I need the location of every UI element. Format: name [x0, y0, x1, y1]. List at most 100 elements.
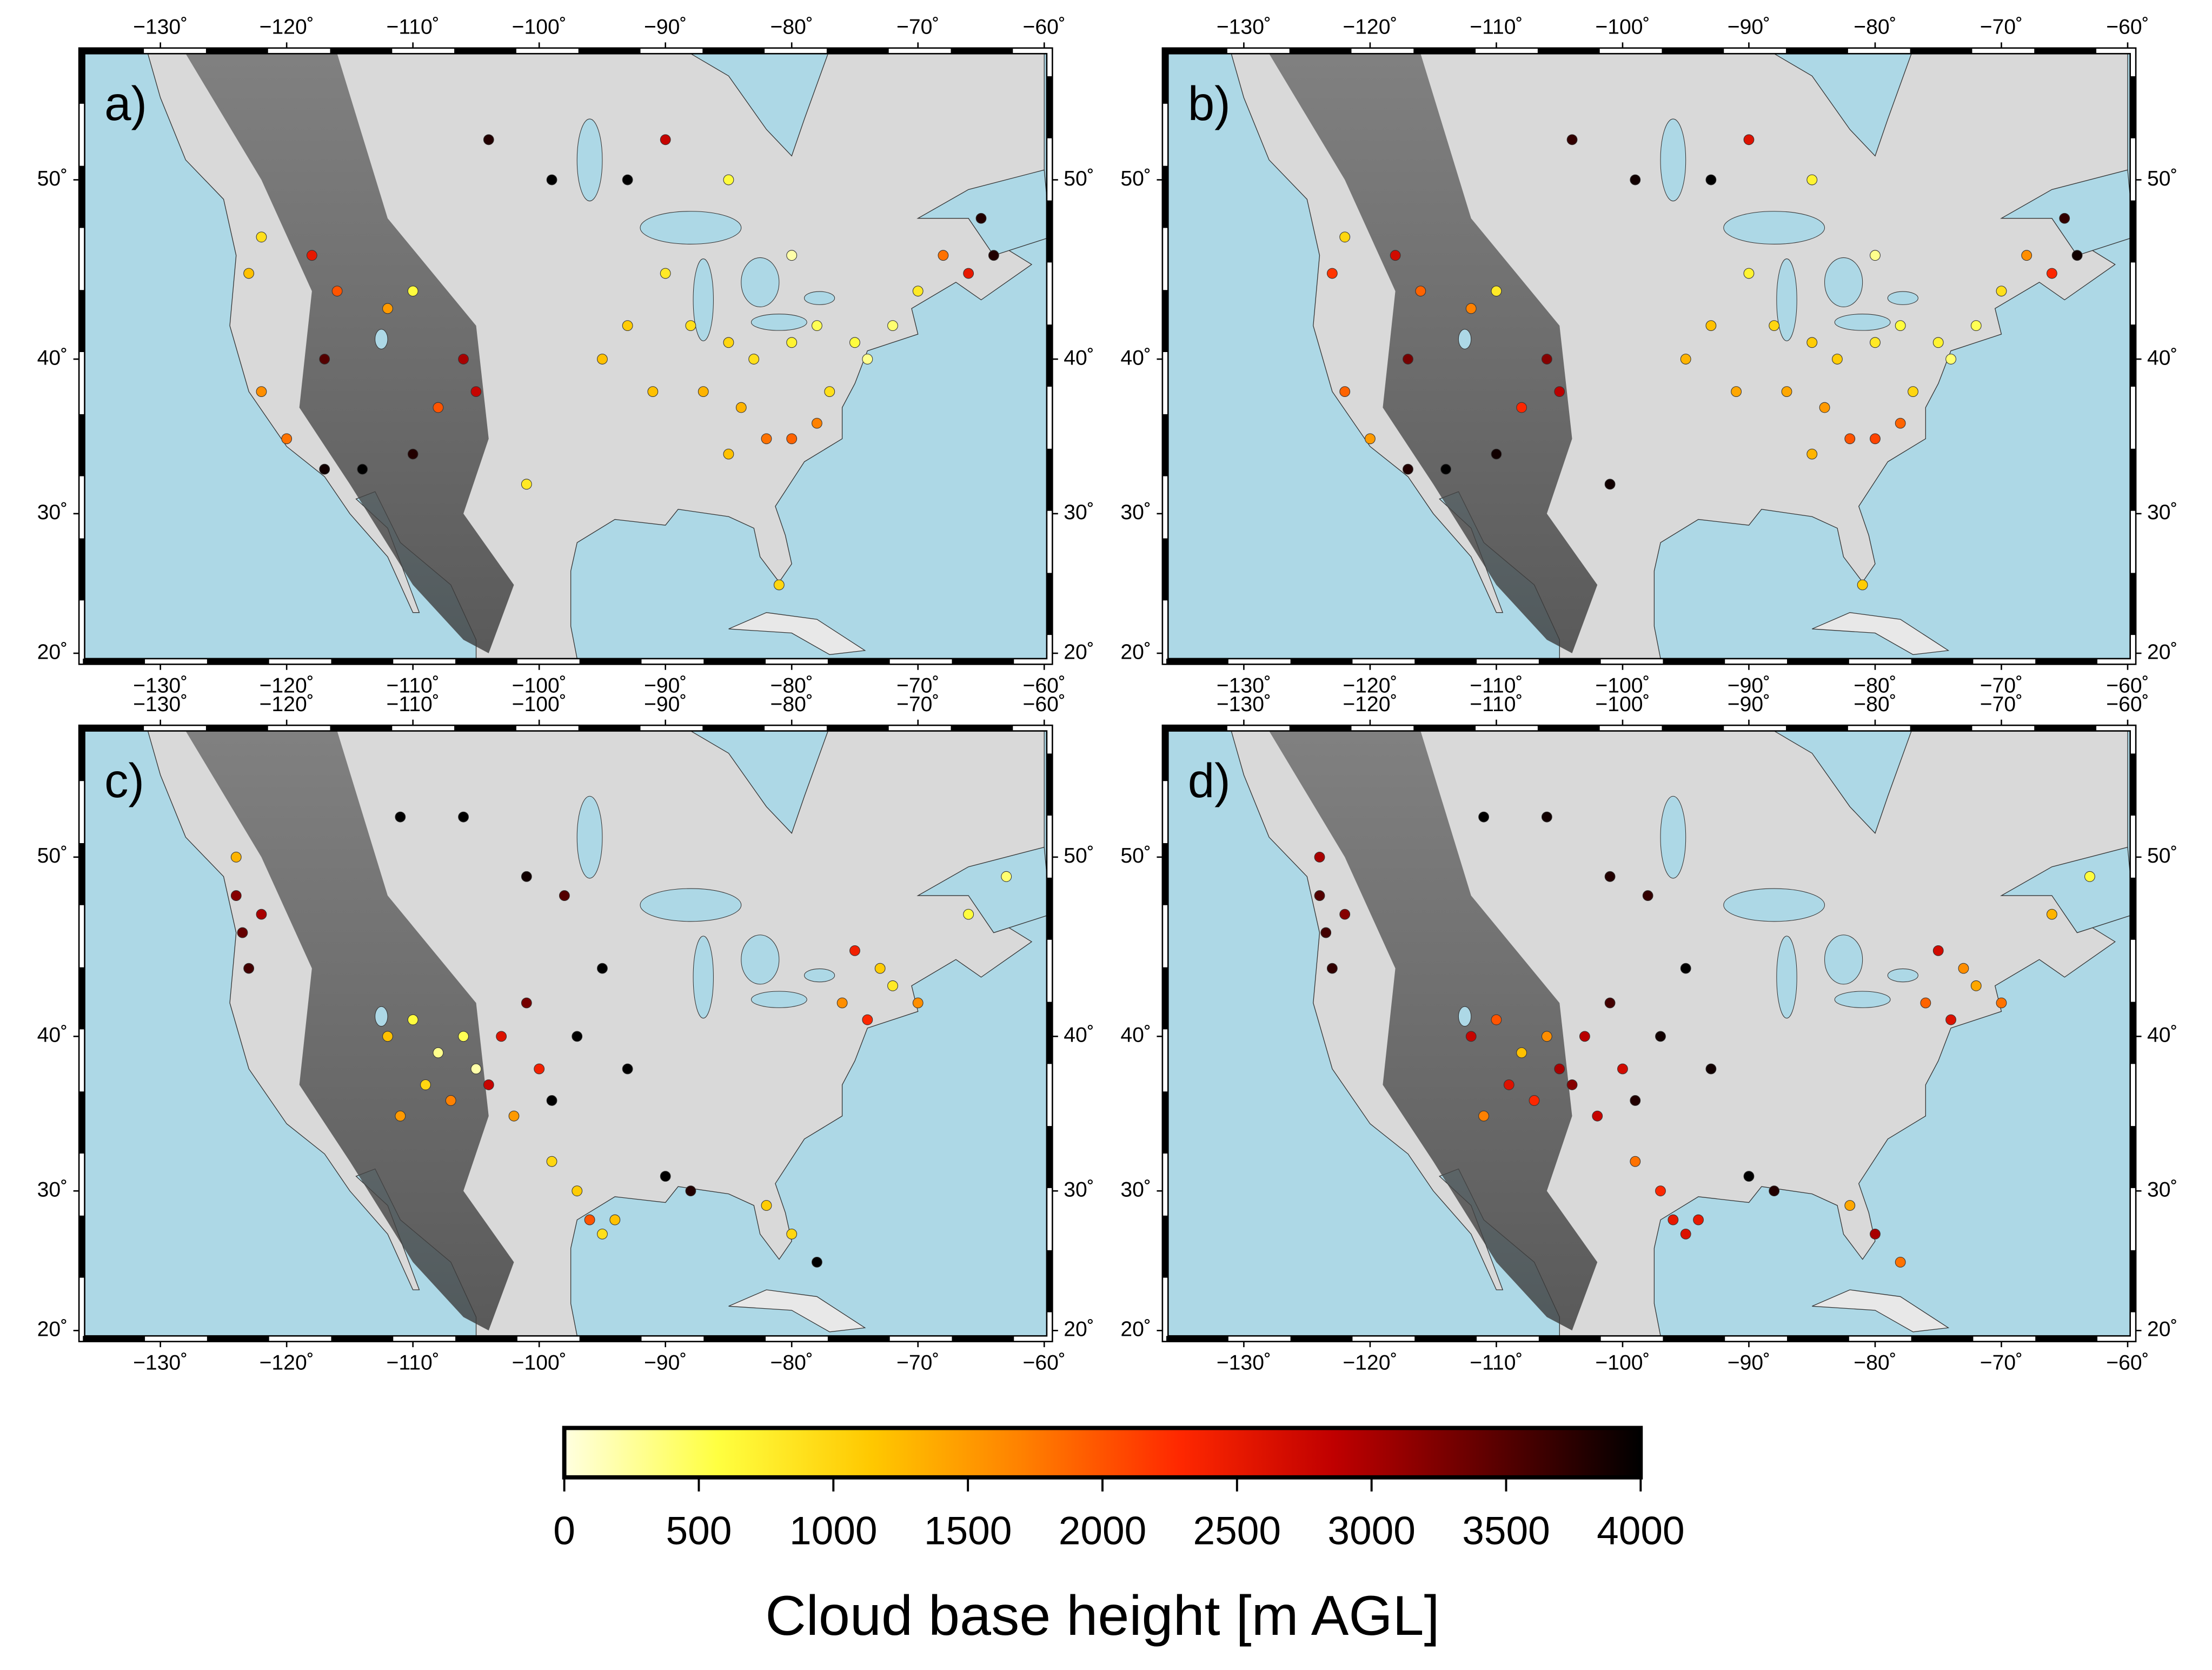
- station: [723, 448, 734, 460]
- terrain: [185, 731, 514, 1331]
- lat-tick-label: 30˚: [37, 501, 68, 524]
- terrain: [185, 54, 514, 653]
- station: [1491, 1014, 1502, 1025]
- lon-tick-label: −100˚: [512, 674, 567, 697]
- lon-tick-label: −90˚: [644, 16, 687, 39]
- lon-tick-label: −90˚: [644, 693, 687, 716]
- lake: [750, 314, 807, 331]
- station: [1655, 1031, 1666, 1042]
- lon-tick-label: −60˚: [2106, 1351, 2149, 1375]
- station: [458, 1031, 469, 1042]
- lake: [1776, 259, 1797, 341]
- station: [319, 354, 330, 365]
- lon-tick-label: −70˚: [1980, 16, 2023, 39]
- frame: [84, 52, 1048, 660]
- station: [622, 1063, 633, 1075]
- station: [1541, 811, 1552, 823]
- land: [728, 612, 866, 655]
- panel-label: c): [104, 754, 144, 807]
- lat-tick-label: 30˚: [37, 1178, 68, 1202]
- station: [660, 134, 671, 145]
- lon-tick-label: −60˚: [1023, 674, 1066, 697]
- lat-tick-label: 50˚: [1120, 167, 1151, 190]
- lat-tick-label: 30˚: [1064, 1178, 1094, 1202]
- station: [824, 386, 835, 397]
- lon-tick-label: −100˚: [1595, 674, 1650, 697]
- frame: [1167, 52, 2131, 660]
- lon-tick-label: −60˚: [2106, 674, 2149, 697]
- station: [1932, 945, 1944, 956]
- station: [1529, 1095, 1540, 1106]
- station: [685, 320, 696, 332]
- lon-tick-label: −90˚: [1728, 16, 1770, 39]
- colorbar: 0 500 1000 1500 2000 2500 3000 3500 4000 Cloud ba…: [553, 1426, 1685, 1647]
- station: [470, 1063, 482, 1075]
- station: [508, 1110, 520, 1122]
- station: [281, 433, 293, 445]
- station: [1832, 354, 1843, 365]
- station: [685, 1185, 696, 1197]
- frame-checker: [79, 48, 1053, 665]
- station: [256, 909, 267, 920]
- lat-tick-label: 50˚: [2147, 844, 2178, 867]
- land: [1812, 1289, 1950, 1333]
- colorbar-tick-label: 2000: [1059, 1509, 1147, 1553]
- lon-tick-label: −120˚: [1343, 674, 1397, 697]
- lake: [375, 1006, 388, 1027]
- station: [1870, 337, 1881, 348]
- lake: [804, 968, 835, 983]
- station: [786, 433, 798, 445]
- station: [2021, 250, 2032, 261]
- station: [773, 579, 785, 591]
- station: [1731, 386, 1742, 397]
- lon-tick-label: −60˚: [1023, 16, 1066, 39]
- lon-tick-label: −130˚: [1217, 16, 1271, 39]
- station: [1705, 174, 1717, 185]
- station: [382, 1031, 393, 1042]
- lake: [1458, 1006, 1472, 1027]
- lat-tick-label: 50˚: [1064, 167, 1094, 190]
- lon-tick-label: −120˚: [260, 693, 314, 716]
- lon-tick-label: −60˚: [1023, 1351, 1066, 1375]
- colorbar-tick-label: 3500: [1462, 1509, 1550, 1553]
- station: [483, 134, 494, 145]
- station: [407, 1014, 419, 1025]
- station: [1996, 997, 2007, 1009]
- station: [1970, 320, 1982, 332]
- water: [1770, 54, 1912, 157]
- station: [786, 250, 798, 261]
- station: [1945, 1014, 1956, 1025]
- station: [1440, 463, 1451, 475]
- lon-tick-label: −110˚: [387, 693, 440, 716]
- station: [849, 337, 860, 348]
- lake: [1834, 314, 1891, 331]
- lat-tick-label: 20˚: [1064, 640, 1094, 664]
- station: [938, 250, 949, 261]
- lon-tick-label: −100˚: [512, 693, 567, 716]
- lon-tick-label: −90˚: [1728, 674, 1770, 697]
- station: [1996, 286, 2007, 297]
- station: [2046, 268, 2057, 279]
- station: [1365, 433, 1376, 445]
- station: [1516, 1047, 1527, 1058]
- station: [306, 250, 317, 261]
- lat-tick-label: 30˚: [2147, 1178, 2178, 1202]
- lake: [1776, 936, 1797, 1019]
- station: [1604, 479, 1616, 490]
- lon-tick-label: −100˚: [512, 1351, 567, 1375]
- lon-tick-label: −70˚: [896, 674, 939, 697]
- lon-tick-label: −70˚: [896, 16, 939, 39]
- lon-tick-label: −120˚: [260, 16, 314, 39]
- station: [2084, 871, 2095, 882]
- map-layers: c): [84, 731, 1047, 1336]
- lon-tick-label: −90˚: [1728, 1351, 1770, 1375]
- station: [433, 1047, 444, 1058]
- station: [1566, 134, 1578, 145]
- lake: [1660, 796, 1686, 879]
- lake: [576, 118, 603, 202]
- station: [237, 927, 248, 938]
- station: [1403, 463, 1413, 475]
- station: [357, 463, 368, 475]
- station: [1932, 337, 1944, 348]
- station: [1945, 354, 1956, 365]
